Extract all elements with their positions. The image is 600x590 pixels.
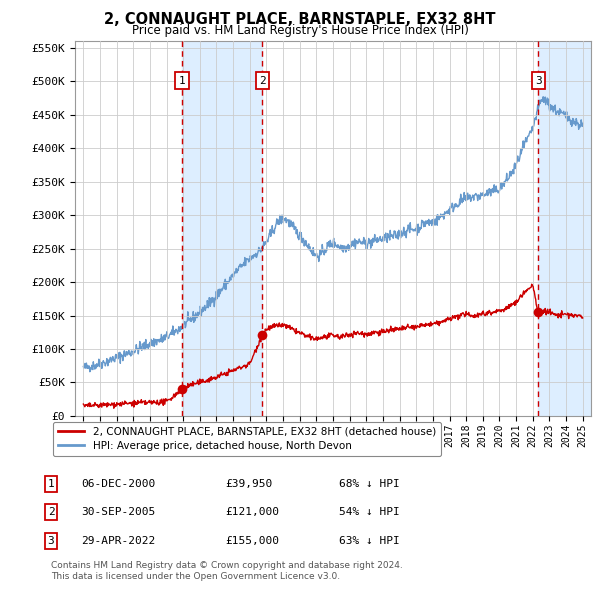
- Text: 2: 2: [47, 507, 55, 517]
- Text: 63% ↓ HPI: 63% ↓ HPI: [339, 536, 400, 546]
- Text: Price paid vs. HM Land Registry's House Price Index (HPI): Price paid vs. HM Land Registry's House …: [131, 24, 469, 37]
- Text: £39,950: £39,950: [225, 479, 272, 489]
- Text: £121,000: £121,000: [225, 507, 279, 517]
- Text: 3: 3: [47, 536, 55, 546]
- Text: 2: 2: [259, 76, 266, 86]
- Bar: [182, 41, 262, 416]
- Text: £155,000: £155,000: [225, 536, 279, 546]
- Text: Contains HM Land Registry data © Crown copyright and database right 2024.: Contains HM Land Registry data © Crown c…: [51, 561, 403, 570]
- Legend: 2, CONNAUGHT PLACE, BARNSTAPLE, EX32 8HT (detached house), HPI: Average price, d: 2, CONNAUGHT PLACE, BARNSTAPLE, EX32 8HT…: [53, 421, 441, 456]
- Text: 1: 1: [47, 479, 55, 489]
- Text: 06-DEC-2000: 06-DEC-2000: [81, 479, 155, 489]
- Text: 3: 3: [535, 76, 542, 86]
- Text: 68% ↓ HPI: 68% ↓ HPI: [339, 479, 400, 489]
- Text: 2, CONNAUGHT PLACE, BARNSTAPLE, EX32 8HT: 2, CONNAUGHT PLACE, BARNSTAPLE, EX32 8HT: [104, 12, 496, 27]
- Text: 30-SEP-2005: 30-SEP-2005: [81, 507, 155, 517]
- Bar: [538, 41, 591, 416]
- Text: 29-APR-2022: 29-APR-2022: [81, 536, 155, 546]
- Text: 54% ↓ HPI: 54% ↓ HPI: [339, 507, 400, 517]
- Text: 1: 1: [178, 76, 185, 86]
- Text: This data is licensed under the Open Government Licence v3.0.: This data is licensed under the Open Gov…: [51, 572, 340, 581]
